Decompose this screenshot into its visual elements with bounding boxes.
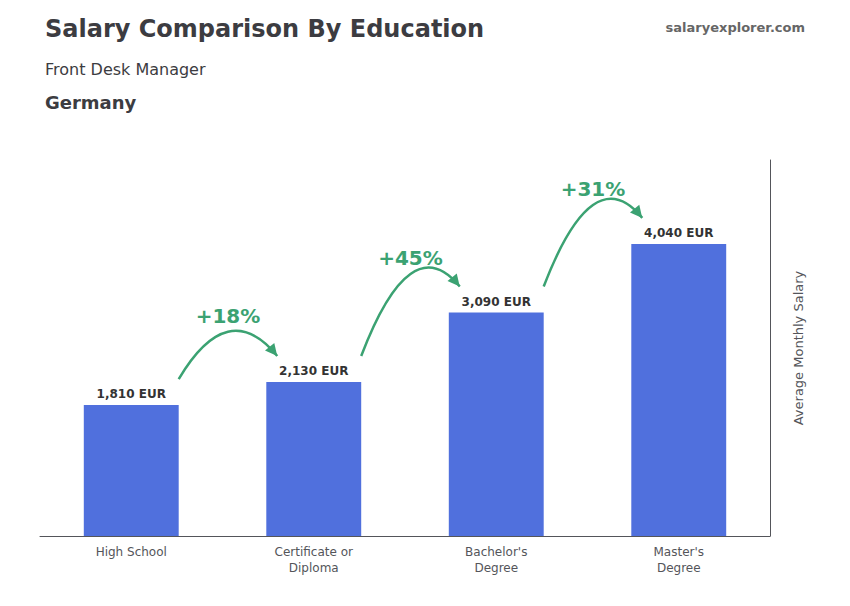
svg-text:Average Monthly Salary: Average Monthly Salary [791,270,806,425]
svg-text:Degree: Degree [657,561,701,575]
svg-text:Bachelor's: Bachelor's [465,545,527,559]
svg-text:Germany: Germany [45,92,137,113]
svg-text:2,130 EUR: 2,130 EUR [279,364,348,378]
svg-text:+18%: +18% [196,304,261,328]
svg-text:Front Desk Manager: Front Desk Manager [45,60,206,79]
svg-text:Salary Comparison By Education: Salary Comparison By Education [45,15,484,43]
svg-text:Diploma: Diploma [289,561,339,575]
svg-text:4,040 EUR: 4,040 EUR [644,226,713,240]
svg-text:+45%: +45% [378,246,443,270]
svg-text:3,090 EUR: 3,090 EUR [462,295,531,309]
svg-text:+31%: +31% [561,177,626,201]
svg-text:1,810 EUR: 1,810 EUR [97,387,166,401]
svg-text:Certificate or: Certificate or [275,545,353,559]
svg-text:salaryexplorer.com: salaryexplorer.com [666,20,805,35]
svg-text:High School: High School [96,545,167,559]
svg-text:Degree: Degree [474,561,518,575]
svg-text:Master's: Master's [653,545,704,559]
